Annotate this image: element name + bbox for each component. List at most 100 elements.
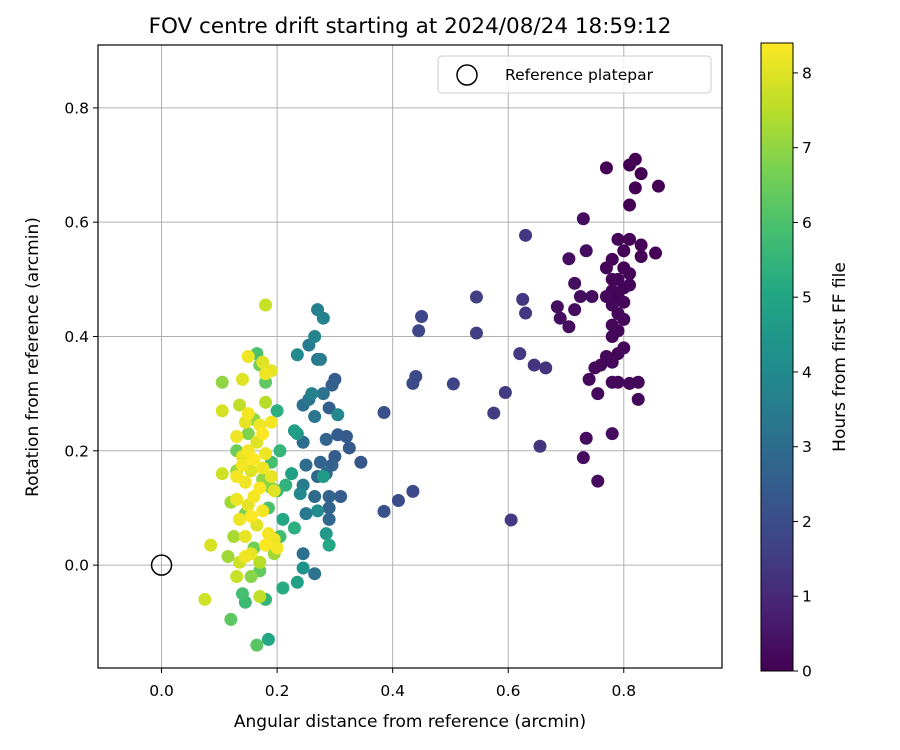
data-point [308, 410, 322, 424]
data-point [322, 401, 336, 415]
data-point [623, 158, 637, 172]
data-point [233, 398, 247, 412]
data-point [605, 272, 619, 286]
plot-frame [97, 44, 723, 669]
data-point [605, 427, 619, 441]
colorbar [760, 42, 794, 672]
data-point [241, 427, 255, 441]
data-point [599, 161, 613, 175]
data-point [264, 415, 278, 429]
data-point [238, 530, 252, 544]
data-point [259, 538, 273, 552]
data-point [316, 470, 330, 484]
data-point [573, 289, 587, 303]
colorbar-tick-label: 1 [802, 588, 812, 606]
data-point [230, 430, 244, 444]
data-point [308, 567, 322, 581]
legend-box [437, 55, 712, 94]
data-point [391, 494, 405, 508]
data-point [504, 513, 518, 527]
data-point [628, 181, 642, 195]
data-point [247, 452, 261, 466]
data-point [215, 467, 229, 481]
data-point [276, 512, 290, 526]
data-point [261, 632, 275, 646]
data-point [259, 367, 273, 381]
data-point [238, 550, 252, 564]
data-point [273, 444, 287, 458]
data-point [553, 311, 567, 325]
legend-marker [456, 64, 478, 86]
colorbar-tick-label: 5 [802, 289, 812, 307]
data-point [227, 530, 241, 544]
x-tick-label: 0.4 [380, 682, 405, 700]
data-point [617, 312, 631, 326]
data-point [322, 501, 336, 515]
data-point [605, 329, 619, 343]
colorbar-tick-label: 6 [802, 214, 812, 232]
data-point [568, 276, 582, 290]
data-point [354, 455, 368, 469]
y-tick-label: 0.4 [64, 328, 89, 346]
x-axis-label: Angular distance from reference (arcmin) [234, 712, 586, 732]
data-point [533, 439, 547, 453]
legend-label: Reference platepar [505, 66, 654, 84]
data-point [250, 638, 264, 652]
y-tick-label: 0.8 [64, 99, 89, 117]
data-point [334, 490, 348, 504]
data-point [259, 447, 273, 461]
legend: Reference platepar [437, 55, 712, 94]
data-point [244, 570, 258, 584]
colorbar-tick-label: 7 [802, 139, 812, 157]
data-point [293, 487, 307, 501]
data-point [230, 570, 244, 584]
data-point [634, 167, 648, 181]
data-point [305, 387, 319, 401]
data-point [290, 575, 304, 589]
data-point [469, 290, 483, 304]
data-point [215, 404, 229, 418]
colorbar-tick-label: 8 [802, 64, 812, 82]
colorbar-ticks: 0 1 2 3 4 5 6 7 8 [793, 64, 812, 681]
data-point [605, 355, 619, 369]
data-point [319, 432, 333, 446]
data-point [244, 510, 258, 524]
data-point [415, 309, 429, 323]
data-point [631, 375, 645, 389]
data-point [631, 392, 645, 406]
data-point [287, 424, 301, 438]
data-point [377, 406, 391, 420]
data-point [290, 348, 304, 362]
data-point [261, 527, 275, 541]
data-point [498, 386, 512, 400]
data-point [519, 306, 533, 320]
x-tick-label: 0.2 [265, 682, 290, 700]
data-point [527, 358, 541, 372]
data-point [617, 244, 631, 258]
data-point [235, 587, 249, 601]
grid [98, 45, 722, 668]
data-point [204, 538, 218, 552]
colorbar-label: Hours from first FF file [830, 262, 850, 452]
x-tick-label: 0.0 [149, 682, 174, 700]
reference-platepar-marker [150, 554, 173, 576]
data-point [256, 427, 270, 441]
data-point [253, 590, 267, 604]
y-tick-label: 0.0 [64, 557, 89, 575]
data-point [582, 372, 596, 386]
data-point [513, 347, 527, 361]
data-point [322, 538, 336, 552]
data-point [406, 376, 420, 390]
data-point [331, 408, 345, 422]
scatter-points [198, 152, 665, 652]
data-point [591, 387, 605, 401]
data-point [585, 289, 599, 303]
data-point [259, 395, 273, 409]
y-axis-ticks: 0.0 0.2 0.4 0.6 0.8 [64, 99, 98, 575]
data-point [342, 441, 356, 455]
data-point [299, 507, 313, 521]
colorbar-tick-label: 2 [802, 513, 812, 531]
data-point [253, 555, 267, 569]
data-point [634, 249, 648, 263]
